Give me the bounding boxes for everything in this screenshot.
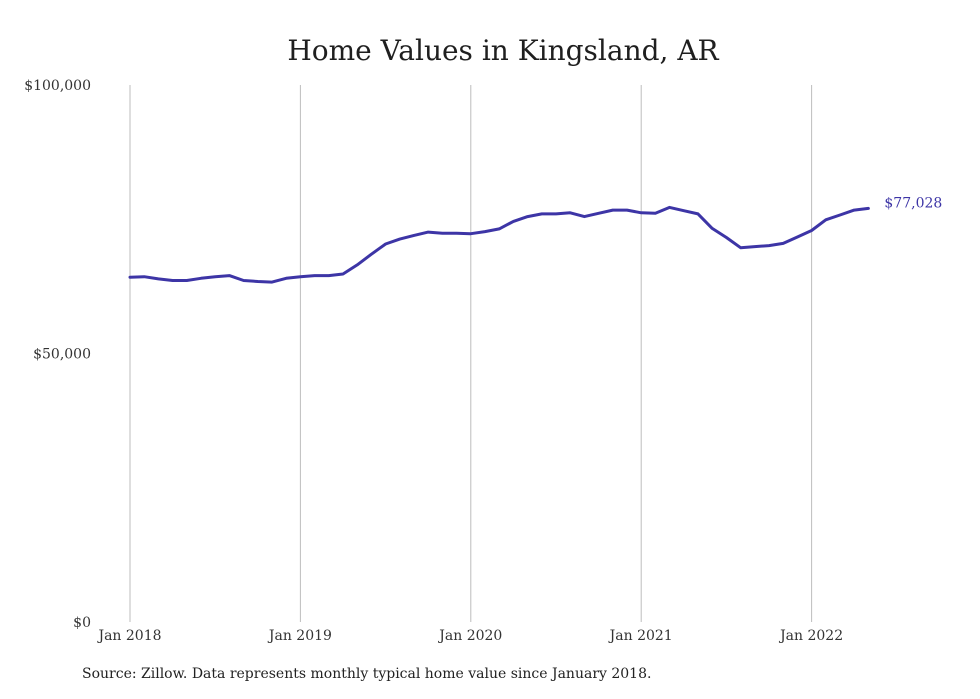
series-layer [128, 205, 870, 284]
x-tick-label: Jan 2018 [96, 628, 161, 644]
x-tick-label: Jan 2020 [437, 628, 502, 644]
source-note: Source: Zillow. Data represents monthly … [82, 666, 652, 682]
x-tick-label: Jan 2021 [608, 628, 673, 644]
x-tick-label: Jan 2019 [267, 628, 332, 644]
y-tick-label: $100,000 [24, 78, 91, 94]
series-line-0 [128, 205, 870, 284]
end-value-label: $77,028 [884, 195, 942, 211]
y-tick-label: $0 [73, 615, 91, 631]
y-tick-label: $50,000 [33, 347, 91, 363]
x-axis-ticks: Jan 2018 Jan 2019 Jan 2020 Jan 2021 Jan 2022 [96, 628, 843, 644]
y-axis-ticks: $0 $50,000 $100,000 [24, 78, 91, 631]
vertical-gridlines [129, 85, 813, 622]
chart-title: Home Values in Kingsland, AR [287, 34, 719, 67]
x-tick-label: Jan 2022 [778, 628, 843, 644]
